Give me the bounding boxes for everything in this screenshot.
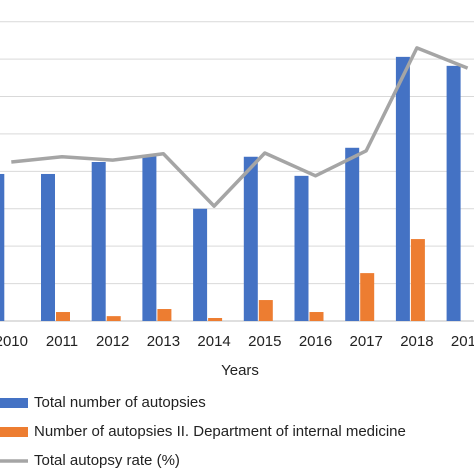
- bar: [91, 161, 106, 321]
- bar: [395, 56, 410, 322]
- legend-label: Number of autopsies II. Department of in…: [34, 423, 406, 440]
- bar: [258, 300, 273, 321]
- x-tick-label: 2015: [248, 333, 281, 350]
- x-tick-label: 2010: [0, 333, 28, 350]
- bar: [56, 312, 70, 321]
- legend-swatch: [0, 398, 28, 408]
- x-tick-label: 2018: [400, 333, 433, 350]
- x-tick-label: 2013: [147, 333, 180, 350]
- bar: [142, 154, 157, 321]
- x-tick-label: 2016: [299, 333, 332, 350]
- legend-label: Total number of autopsies: [34, 394, 206, 411]
- line: [11, 46, 469, 208]
- legend-swatch: [0, 427, 28, 437]
- bar: [410, 239, 425, 321]
- bar: [208, 318, 223, 321]
- bar: [0, 173, 5, 321]
- x-tick-label: 2017: [350, 333, 383, 350]
- bar: [294, 175, 309, 321]
- bar: [157, 309, 172, 321]
- x-tick-label: 2019: [451, 333, 474, 350]
- x-axis-title: Years: [221, 362, 259, 379]
- bar: [106, 316, 121, 321]
- x-tick-label: 2014: [197, 333, 230, 350]
- bar: [193, 208, 208, 321]
- x-tick-label: 2011: [46, 333, 78, 350]
- bar: [446, 65, 461, 321]
- legend-label: Total autopsy rate (%): [34, 452, 180, 469]
- bar: [309, 312, 324, 321]
- bar: [345, 147, 360, 321]
- bar: [243, 156, 258, 321]
- x-tick-label: 2012: [96, 333, 129, 350]
- bar: [41, 173, 55, 321]
- bar: [360, 273, 375, 321]
